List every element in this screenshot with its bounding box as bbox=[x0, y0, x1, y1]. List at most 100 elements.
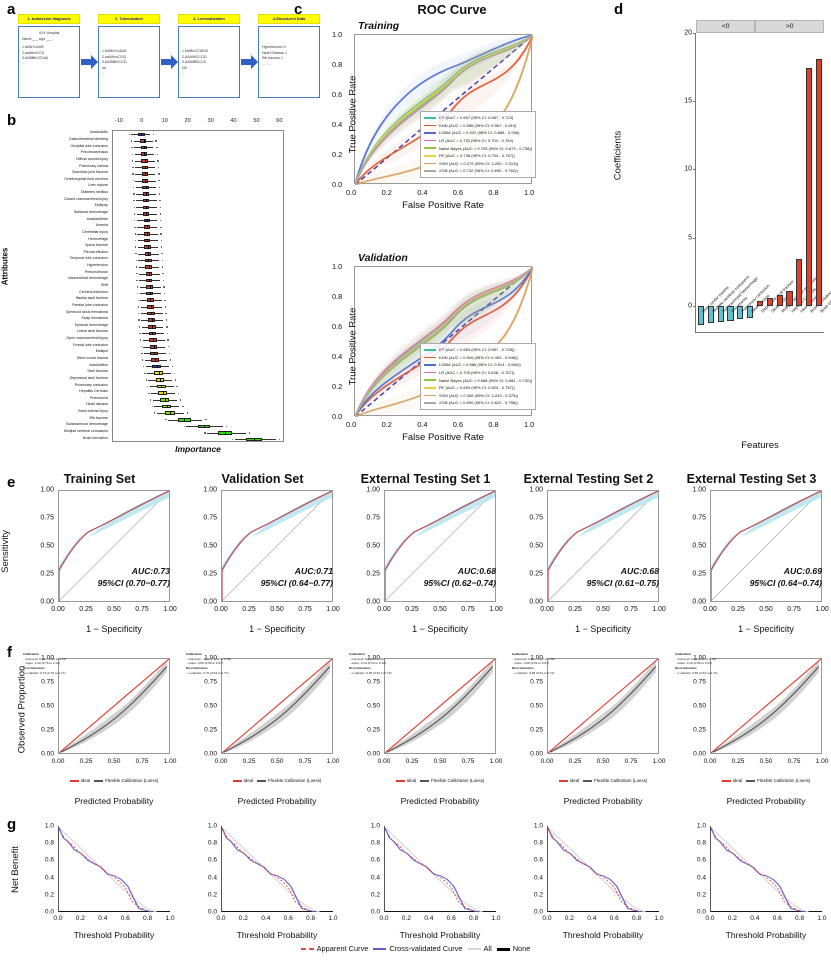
panel-b-median bbox=[164, 398, 166, 402]
panel-f-stat-line: Discrimination bbox=[23, 665, 45, 670]
panel-f-stat-line: Calibration bbox=[186, 652, 203, 656]
roc-legend-label: RF (AUC = 0.693 (95% CI: 0.623 - 0.757)) bbox=[439, 385, 515, 391]
panel-e-ytick: 1.00 bbox=[366, 486, 380, 494]
panel-b-outlier bbox=[183, 425, 186, 428]
panel-g-cell-1: 0.0 0.2 0.4 0.6 0.8 1.0 0.0 0.2 0.4 0.6 0.8 1.0 Thre… bbox=[181, 820, 344, 970]
roc-legend-swatch bbox=[424, 402, 436, 404]
panel-b-box bbox=[113, 198, 285, 203]
panel-e-xtick: 0.75 bbox=[298, 606, 312, 613]
panel-f-ytick: 0.50 bbox=[530, 702, 543, 710]
panel-b-outlier bbox=[137, 306, 140, 308]
panel-b-attribute-label: Open craniocerebral injury bbox=[66, 336, 108, 341]
panel-b-box-body bbox=[145, 278, 153, 283]
panel-e-ytick: 0.75 bbox=[692, 514, 706, 522]
panel-b-median bbox=[149, 278, 150, 283]
panel-b-outlier bbox=[138, 319, 140, 321]
arrow-icon-3 bbox=[240, 26, 258, 98]
panel-b-attribute-label: Pneumonia bbox=[90, 395, 108, 400]
panel-b-box bbox=[113, 331, 285, 336]
panel-b-box bbox=[113, 265, 285, 269]
panel-g-legend-label: Apparent Curve bbox=[316, 944, 369, 953]
panel-d-tickmark bbox=[692, 33, 696, 34]
panel-d-bar bbox=[806, 68, 813, 306]
panel-f-calibration-curve bbox=[59, 659, 169, 753]
panel-g-legend-label: Cross-validated Curve bbox=[389, 944, 463, 953]
panel-b-outlier bbox=[135, 253, 137, 255]
panel-e-xlabel: 1 − Specificity bbox=[412, 624, 468, 634]
panel-b-outlier bbox=[160, 226, 162, 228]
panel-f-legend-item: Flexible Calibration (Loess) bbox=[583, 778, 647, 783]
panel-b-outlier bbox=[225, 425, 228, 428]
panel-b-box bbox=[113, 165, 285, 170]
panel-b-box-body bbox=[148, 325, 156, 329]
panel-b-outlier bbox=[158, 186, 161, 189]
panel-b-outlier bbox=[166, 332, 169, 335]
diag-line-1: 1.AbBrCcDdE bbox=[22, 45, 44, 50]
panel-b-box bbox=[113, 318, 285, 322]
panel-b-median bbox=[146, 212, 148, 216]
panel-e-cell-1: Validation Set 0.00 0.00 0.25 0.25 0.50 0.50 0.… bbox=[181, 472, 344, 642]
panel-f-xtick: 0.75 bbox=[624, 758, 638, 765]
panel-g-decision-curve bbox=[711, 827, 822, 912]
panel-f-ytick: 0.25 bbox=[530, 726, 543, 734]
panel-d: d Coefficients <0 >0 0 5 10 15 20 Blunt ocular… bbox=[612, 0, 831, 472]
panel-b-outlier bbox=[137, 312, 140, 315]
panel-b-outlier bbox=[173, 372, 175, 374]
panel-f-stats-box: Calibration ...intercept: 0.00 (−0.15 to … bbox=[23, 652, 107, 675]
panel-b-attribute-label: Occipital lobe contusion bbox=[70, 143, 108, 148]
panel-b-box bbox=[113, 159, 285, 163]
panel-b-median bbox=[145, 192, 147, 196]
roc-legend: DT (AUC = 0.684 (95% CI: 0.597 - 0.728))… bbox=[420, 343, 537, 410]
panel-e-xtick: 0.00 bbox=[540, 606, 554, 613]
roc-legend-row: RF (AUC = 0.693 (95% CI: 0.623 - 0.757)) bbox=[424, 384, 532, 392]
panel-b-outlier bbox=[131, 146, 133, 149]
panel-b-attribute-label: Epidural hemorrhage bbox=[74, 322, 108, 327]
roc-legend-row: LGBM (AUC = 0.902 (95% CI: 0.888 - 0.936… bbox=[424, 129, 532, 137]
panel-g-decision-curve bbox=[548, 827, 659, 912]
roc-xlabel: False Positive Rate bbox=[402, 432, 484, 443]
panel-b-outlier bbox=[141, 352, 143, 355]
roc-xtick: 0.6 bbox=[452, 188, 464, 197]
panel-b-attribute-label: Hepatitis Cirrhosis bbox=[79, 389, 108, 394]
panel-f-legend: Ideal Flexible Calibration (Loess) bbox=[384, 778, 496, 783]
panel-f-stats-box: Calibration ...intercept: NA (NA to NA)..… bbox=[349, 652, 433, 675]
panel-b-median bbox=[143, 145, 145, 150]
panel-b-outlier bbox=[156, 146, 158, 149]
panel-b-xtick: 60 bbox=[276, 118, 283, 124]
panel-g-ytick: 0.2 bbox=[207, 891, 217, 899]
panel-b-xtick: 10 bbox=[161, 118, 168, 124]
panel-e-xtick: 0.75 bbox=[787, 606, 801, 613]
panel-e-ytick: 0.25 bbox=[692, 570, 706, 578]
panel-b-xlabel: Importance bbox=[175, 444, 221, 454]
roc-ytick: 0.0 bbox=[332, 412, 343, 421]
panel-b-outlier bbox=[162, 279, 165, 282]
panel-f-legend-label: Flexible Calibration (Loess) bbox=[757, 778, 811, 783]
panel-b-attribute-label: shadowMean bbox=[86, 216, 108, 221]
panel-b-box bbox=[113, 411, 285, 415]
roc-xlabel: False Positive Rate bbox=[402, 200, 484, 211]
panel-b-outlier bbox=[177, 392, 180, 394]
lemma-line-5: ... bbox=[182, 70, 185, 75]
panel-g-xtick: 0.2 bbox=[401, 915, 411, 922]
panel-g-legend-label: None bbox=[512, 944, 531, 953]
panel-f-ytick: 0.75 bbox=[204, 678, 217, 686]
panel-f-calibration-curve bbox=[222, 659, 332, 753]
panel-b-outlier bbox=[133, 199, 135, 202]
panel-f-xtick: 1.00 bbox=[652, 758, 666, 765]
panel-f-xtick: 1.00 bbox=[815, 758, 829, 765]
panel-d-bar bbox=[697, 305, 704, 326]
panel-b-attribute-label: Sphenoid sinus hematoma bbox=[66, 309, 108, 314]
panel-f-xtick: 0.50 bbox=[596, 758, 610, 765]
panel-b-outlier bbox=[162, 273, 164, 275]
struct-line-2: Heart Disease 1 bbox=[262, 50, 288, 55]
panel-e-xlabel: 1 − Specificity bbox=[249, 624, 305, 634]
roc-legend-swatch bbox=[424, 124, 436, 127]
panel-b-attribute-label: Heart disease bbox=[86, 402, 108, 407]
panel-b-attribute-label: Hemorrhage bbox=[88, 236, 108, 241]
panel-e-auc: AUC:0.68 bbox=[620, 566, 659, 576]
panel-b-box-body bbox=[143, 212, 150, 216]
panel-b-median bbox=[148, 265, 150, 269]
panel-b-outlier bbox=[136, 279, 138, 282]
panel-g-ytick: 0.6 bbox=[370, 856, 380, 864]
panel-g-xtick: 0.8 bbox=[795, 915, 805, 922]
